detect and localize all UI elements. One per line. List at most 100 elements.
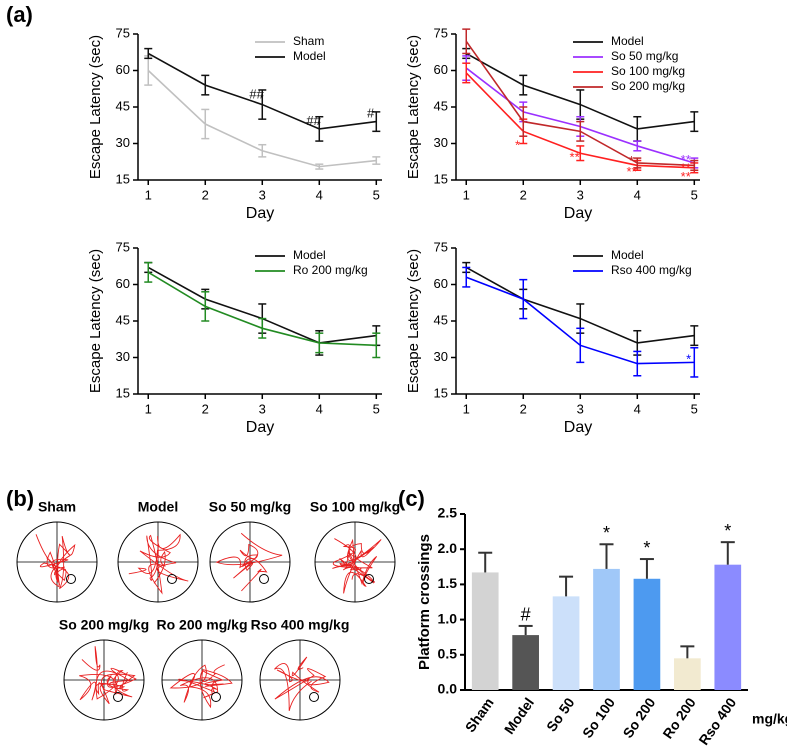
error-bar (576, 327, 585, 364)
x-tick-label: 4 (634, 187, 641, 202)
swim-title: Rso 400 mg/kg (251, 617, 350, 633)
error-bar (315, 163, 324, 170)
swim-title: So 200 mg/kg (59, 617, 149, 633)
x-tick-label: 5 (691, 401, 698, 416)
error-bar (690, 347, 699, 378)
y-axis-label: Escape Latency (sec) (87, 35, 104, 179)
annotation: * (515, 137, 520, 152)
error-bar (372, 332, 381, 359)
y-tick-label: 45 (434, 312, 448, 327)
platform (66, 574, 76, 584)
y-tick-label: 60 (434, 276, 448, 291)
error-bar (372, 111, 381, 133)
x-tick-label: 1 (145, 187, 152, 202)
error-bar (478, 551, 493, 573)
error-bar (315, 332, 324, 354)
error-bar (720, 541, 735, 565)
x-tick-label: 2 (520, 401, 527, 416)
error-bar (639, 558, 654, 579)
error-bar (690, 159, 699, 172)
swim-path (332, 538, 382, 594)
y-tick-label: 75 (434, 239, 448, 254)
x-tick-label: 5 (373, 401, 380, 416)
error-bar (518, 624, 533, 636)
bar (674, 658, 701, 690)
legend-label: So 100 mg/kg (611, 64, 685, 78)
panel-label: (b) (6, 486, 34, 511)
error-bar (519, 74, 528, 96)
bar (593, 568, 620, 690)
swim-path (128, 533, 189, 595)
error-bar (144, 47, 153, 60)
panel-label: (a) (6, 2, 33, 27)
x-tick-label: 1 (145, 401, 152, 416)
x-tick-label: 2 (202, 187, 209, 202)
x-tick-label: 4 (316, 401, 323, 416)
legend-label: So 200 mg/kg (611, 79, 685, 93)
error-bar (599, 543, 614, 569)
y-tick-label: 0.5 (438, 646, 458, 662)
x-axis-label: Day (246, 419, 274, 436)
y-tick-label: 15 (116, 385, 130, 400)
platform (364, 574, 374, 584)
annotation: # (367, 106, 375, 121)
error-bar (258, 89, 267, 120)
x-tick-label: So 100 (579, 694, 618, 740)
y-tick-label: 30 (434, 349, 448, 364)
error-bar (576, 145, 585, 162)
x-tick-label: 3 (259, 401, 266, 416)
annotation: * (724, 521, 731, 541)
y-tick-label: 30 (116, 135, 130, 150)
error-bar (144, 261, 153, 283)
x-tick-label: So 50 (543, 694, 578, 734)
annotation: * (603, 523, 610, 543)
bar (512, 635, 539, 690)
error-bar (372, 156, 381, 165)
error-bar (690, 325, 699, 347)
y-tick-label: 30 (434, 135, 448, 150)
y-tick-label: 2.0 (438, 540, 458, 556)
platform (309, 692, 319, 702)
error-bar (633, 350, 642, 377)
platform (259, 574, 269, 584)
x-tick-label: 4 (634, 401, 641, 416)
legend-label: Model (611, 34, 644, 48)
error-bar (633, 157, 642, 169)
y-tick-label: 0.0 (438, 681, 458, 697)
swim-title: So 100 mg/kg (310, 499, 400, 515)
swim-path (274, 656, 330, 711)
annotation: ## (249, 86, 264, 101)
x-tick-label: Sham (462, 695, 497, 735)
error-bar (633, 140, 642, 152)
x-unit-label: mg/kg (752, 711, 787, 727)
x-tick-label: 3 (577, 401, 584, 416)
x-tick-label: 2 (202, 401, 209, 416)
x-axis-label: Day (564, 205, 592, 222)
platform (167, 574, 177, 584)
annotation: ** (681, 160, 691, 175)
swim-title: Model (138, 499, 178, 515)
error-bar (576, 89, 585, 120)
swim-path (79, 646, 137, 705)
error-bar (559, 575, 574, 597)
y-tick-label: 60 (116, 276, 130, 291)
error-bar (462, 266, 471, 288)
legend-label: Model (293, 49, 326, 63)
error-bar (201, 108, 210, 140)
error-bar (462, 28, 471, 55)
annotation: # (521, 605, 531, 625)
y-axis-label: Escape Latency (sec) (405, 35, 422, 179)
swim-path (169, 664, 233, 709)
x-tick-label: Rso 400 (695, 694, 739, 747)
y-tick-label: 1.0 (438, 610, 458, 626)
annotation: * (643, 538, 650, 558)
y-axis-label: Escape Latency (sec) (87, 249, 104, 393)
legend-label: Sham (293, 34, 324, 48)
annotation: ** (627, 164, 637, 179)
x-axis-label: Day (246, 205, 274, 222)
bar (714, 564, 742, 690)
legend-label: So 50 mg/kg (611, 49, 678, 63)
error-bar (315, 115, 324, 142)
y-tick-label: 75 (116, 239, 130, 254)
